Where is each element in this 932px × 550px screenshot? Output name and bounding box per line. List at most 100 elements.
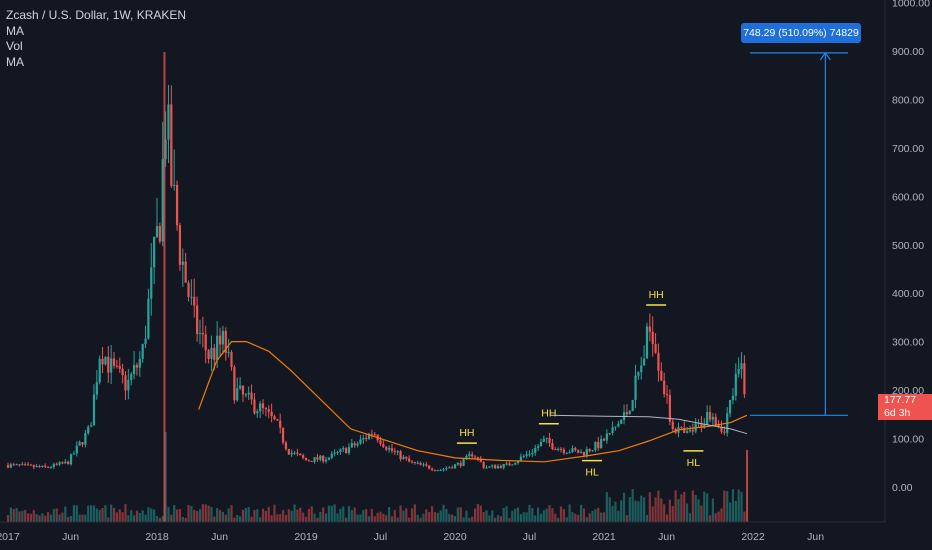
candle-body [75,445,78,454]
volume-bar [72,505,76,522]
volume-indicator-label[interactable]: Vol [6,39,23,53]
candle-body [158,226,161,242]
candle-body [514,463,517,465]
candle-body [270,411,273,417]
volume-bar [433,512,437,522]
volume-bar [155,516,159,522]
volume-bar [281,510,285,522]
ma-indicator-label-2[interactable]: MA [6,54,24,69]
candle-body [734,373,737,396]
candle-body [41,465,44,467]
volume-bar [628,497,631,522]
candle-body [451,467,454,469]
volume-bar [436,512,439,522]
volume-bar [365,509,368,522]
candle-body [468,454,471,457]
volume-bar [359,514,362,522]
volume-bar [350,510,353,522]
candle-body [648,326,651,332]
candle-body [112,358,116,366]
candle-body [508,463,511,466]
price-tick-label: 900.00 [892,46,924,58]
candle-body [115,365,118,367]
candle-body [92,394,96,426]
volume-bar [419,517,422,522]
candle-body [645,326,649,359]
volume-bar [244,507,247,522]
volume-bar [224,514,227,522]
candle-body [651,331,654,345]
candle-body [505,463,508,465]
volume-bar [167,507,170,522]
candle-body [608,433,611,435]
volume-bar [502,507,505,522]
time-axis: 2017 Jun 2018 Jun 2019 Jul 2020 Jul 2021 Jun 2022 J… [0,531,824,543]
volume-bar [256,509,259,522]
volume-bar [568,504,571,522]
volume-bar [448,513,451,522]
volume-bar [196,511,199,522]
volume-bar [408,517,411,522]
candle-body [6,465,10,468]
candle-body [433,469,437,471]
volume-bar [18,511,21,522]
candle-body [582,452,586,456]
symbol-title[interactable]: Zcash / U.S. Dollar, 1W, KRAKEN [6,8,187,22]
volume-bar [175,509,179,522]
candle-body [597,441,600,449]
candle-body [127,379,130,391]
candle-body [201,333,204,335]
candle-body [379,440,382,445]
candle-body [439,470,442,472]
volume-bar [740,491,743,522]
volume-bar [522,512,525,522]
candle-body [18,464,21,466]
volume-bar [107,517,110,522]
volume-bar [554,513,557,522]
volume-bar [697,499,700,522]
candle-body [55,463,58,465]
candle-body [445,468,448,470]
candle-body [602,439,606,441]
volume-bar [677,498,680,522]
ma-indicator-label[interactable]: MA [6,23,24,38]
volume-bar [267,506,270,522]
candle-body [717,424,720,427]
volume-bar [717,511,720,522]
time-tick-label: 2018 [145,531,169,543]
candle-body [685,431,689,433]
volume-bar [471,516,474,522]
volume-bar [138,512,141,522]
candle-body [241,385,245,395]
volume-bar [327,505,331,522]
candle-body [32,465,35,468]
candle-body [471,454,474,457]
volume-bar [144,514,147,522]
price-tick-label: 500.00 [892,240,924,252]
candle-body [548,437,551,444]
volume-bar [147,507,150,522]
volume-bar [396,517,399,522]
candle-body [279,420,282,428]
volume-bar [67,516,70,522]
candle-body [104,356,107,365]
candle-body [319,455,322,460]
volume-bar [218,510,222,522]
volume-bar [459,507,462,522]
candle-body [281,427,285,443]
volume-bar [605,492,608,522]
volume-bar [617,510,620,522]
volume-bar [728,502,732,522]
volume-bar [193,509,196,522]
time-tick-label: 2021 [592,531,616,543]
volume-bar [49,514,53,522]
volume-bar [542,510,545,522]
candle-body [121,368,124,376]
candle-body [250,392,253,400]
volume-bar [743,511,746,522]
candle-body [345,448,348,454]
candle-body [21,464,24,466]
volume-bar [127,515,130,522]
candle-body [640,365,643,373]
